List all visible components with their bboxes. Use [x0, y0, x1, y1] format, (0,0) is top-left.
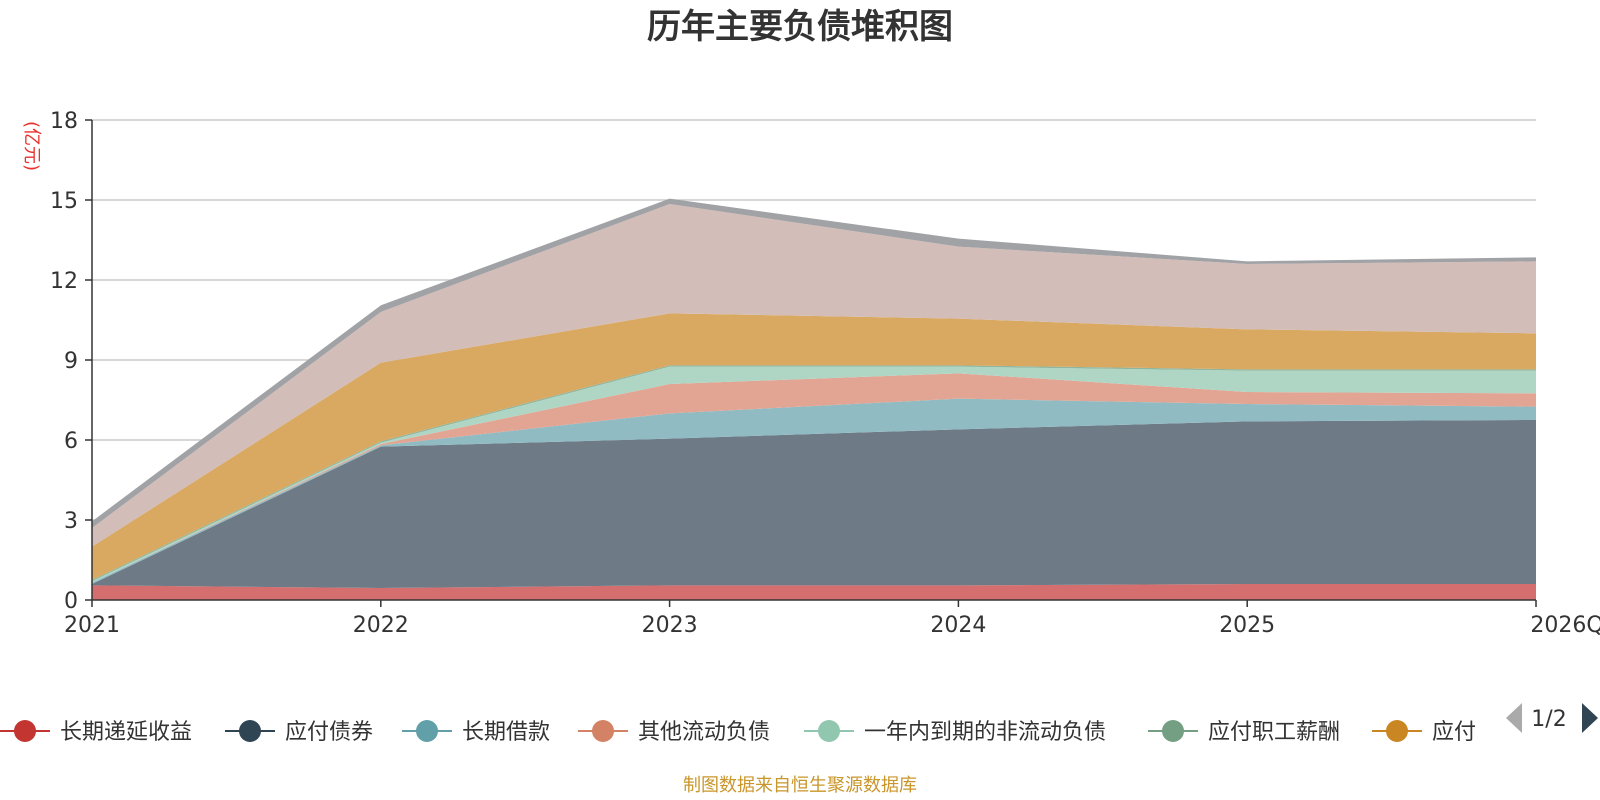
y-axis-unit: (亿元) — [21, 121, 42, 171]
y-tick-label-0: 0 — [64, 589, 78, 614]
legend-marker-icon — [1162, 720, 1184, 742]
area-8 — [92, 204, 1536, 547]
legend-label: 长期递延收益 — [60, 720, 192, 745]
legend-item-6[interactable]: 应付职工薪酬 — [1148, 720, 1340, 745]
area-4 — [92, 373, 1536, 583]
legend-next-arrow-icon[interactable] — [1582, 703, 1598, 733]
legend-marker-icon — [1386, 720, 1408, 742]
legend-label: 一年内到期的非流动负债 — [864, 720, 1106, 745]
area-1 — [92, 584, 1536, 600]
legend-prev-arrow-icon[interactable] — [1506, 703, 1522, 733]
x-tick-label-2: 2023 — [642, 613, 698, 638]
area-3 — [92, 398, 1536, 584]
legend-item-3[interactable]: 长期借款 — [402, 720, 550, 745]
legend-marker-icon — [592, 720, 614, 742]
y-tick-label-1: 3 — [64, 509, 78, 534]
y-tick-label-6: 18 — [50, 109, 78, 134]
legend-marker-icon — [14, 720, 36, 742]
y-tick-label-2: 6 — [64, 429, 78, 454]
area-7 — [92, 313, 1536, 580]
area-9 — [92, 198, 1536, 528]
legend-label: 长期借款 — [462, 720, 550, 745]
x-tick-labels: 2021 2022 2023 2024 2025 2026Q1 — [64, 613, 1600, 638]
area-5 — [92, 366, 1536, 583]
y-tick-labels: 0 3 6 9 12 15 18 — [50, 109, 78, 614]
legend-label: 其他流动负债 — [638, 720, 770, 745]
y-tick-label-5: 15 — [50, 189, 78, 214]
legend-item-4[interactable]: 其他流动负债 — [578, 720, 770, 745]
legend-item-2[interactable]: 应付债券 — [225, 720, 373, 745]
legend-item-5[interactable]: 一年内到期的非流动负债 — [804, 720, 1106, 745]
chart-title: 历年主要负债堆积图 — [647, 7, 953, 47]
area-2 — [92, 420, 1536, 588]
data-source-note: 制图数据来自恒生聚源数据库 — [683, 775, 917, 796]
legend: 长期递延收益 应付债券 长期借款 其他流动负债 一年内到期的非流动负债 应付职工薪酬 应付 — [0, 720, 1476, 745]
legend-item-1[interactable]: 长期递延收益 — [0, 720, 192, 745]
y-tick-label-4: 12 — [50, 269, 78, 294]
y-tick-label-3: 9 — [64, 349, 78, 374]
x-tick-label-1: 2022 — [353, 613, 409, 638]
legend-label: 应付 — [1432, 720, 1476, 745]
legend-page-indicator: 1/2 — [1531, 707, 1566, 732]
legend-marker-icon — [818, 720, 840, 742]
x-tick-label-0: 2021 — [64, 613, 120, 638]
legend-item-7[interactable]: 应付 — [1372, 720, 1476, 745]
x-tick-label-3: 2024 — [930, 613, 986, 638]
legend-marker-icon — [416, 720, 438, 742]
legend-label: 应付债券 — [285, 720, 373, 745]
axes — [85, 119, 1537, 607]
stacked-areas — [92, 198, 1536, 600]
legend-label: 应付职工薪酬 — [1208, 720, 1340, 745]
legend-marker-icon — [239, 720, 261, 742]
x-tick-label-5: 2026Q1 — [1530, 613, 1600, 638]
legend-pager: 1/2 — [1506, 703, 1598, 733]
x-tick-label-4: 2025 — [1219, 613, 1275, 638]
